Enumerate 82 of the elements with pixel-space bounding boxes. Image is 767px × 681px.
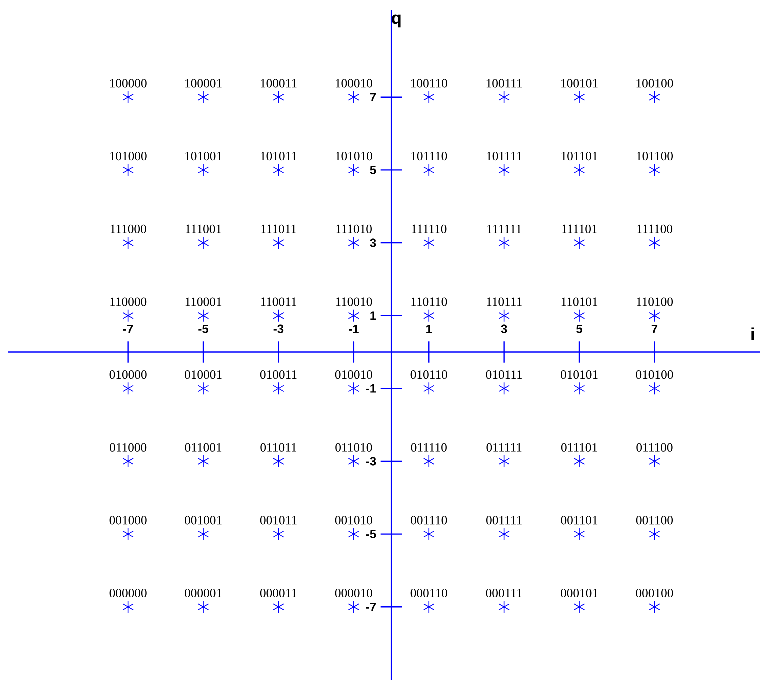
annotation: 011011 bbox=[260, 443, 297, 452]
annotation: 000001 bbox=[185, 589, 222, 598]
annotation: 010100 bbox=[636, 370, 674, 380]
annotation: 110001 bbox=[186, 298, 222, 306]
y-axis-title: q bbox=[392, 14, 401, 28]
annotation: 101010 bbox=[336, 152, 372, 161]
x-axis-title: i bbox=[752, 328, 754, 340]
annotation: 100010 bbox=[336, 79, 372, 88]
annotation: 110100 bbox=[637, 298, 674, 306]
annotation: 111001 bbox=[186, 224, 222, 234]
y-tick-label: -3 bbox=[366, 457, 376, 466]
y-tick-label: 3 bbox=[370, 238, 376, 248]
annotation: 101100 bbox=[637, 152, 674, 161]
annotation: 110111 bbox=[487, 298, 522, 306]
annotation: 001110 bbox=[411, 516, 448, 525]
annotation: 010111 bbox=[486, 370, 522, 380]
x-tick-label: 5 bbox=[576, 324, 583, 334]
annotation: 010110 bbox=[410, 370, 448, 380]
annotation: 011100 bbox=[636, 443, 673, 452]
annotation: 001101 bbox=[561, 516, 598, 525]
annotation: 000110 bbox=[410, 589, 448, 598]
x-tick-label: -7 bbox=[123, 325, 134, 334]
annotation: 111100 bbox=[638, 224, 673, 234]
annotation: 100100 bbox=[636, 79, 674, 88]
y-tick-label: 7 bbox=[370, 93, 376, 102]
annotation: 011111 bbox=[486, 443, 522, 452]
annotation: 001000 bbox=[110, 516, 147, 525]
annotation: 011010 bbox=[336, 443, 372, 452]
annotation: 001100 bbox=[636, 516, 674, 525]
x-tick-label: -5 bbox=[198, 324, 209, 334]
annotation: 101111 bbox=[487, 152, 522, 161]
annotation: 000010 bbox=[335, 589, 372, 598]
annotation: 100000 bbox=[110, 79, 147, 88]
annotation: 111000 bbox=[110, 224, 146, 234]
annotation: 100111 bbox=[486, 79, 522, 88]
annotation: 111101 bbox=[562, 224, 598, 234]
annotation: 010011 bbox=[260, 370, 297, 380]
y-tick-label: -1 bbox=[366, 384, 376, 393]
annotation: 001010 bbox=[335, 516, 372, 525]
annotation: 010000 bbox=[110, 370, 147, 380]
annotation: 110011 bbox=[261, 298, 297, 306]
annotation: 100110 bbox=[411, 79, 448, 88]
y-tick-label: 1 bbox=[370, 312, 376, 320]
annotation: 110000 bbox=[110, 298, 147, 306]
x-tick-label: 7 bbox=[652, 325, 658, 334]
annotation: 101011 bbox=[261, 152, 297, 161]
x-tick-label: 3 bbox=[501, 324, 508, 334]
annotation: 101000 bbox=[110, 152, 147, 161]
annotation: 011001 bbox=[185, 443, 222, 452]
annotation: 011101 bbox=[561, 443, 598, 452]
annotation: 001011 bbox=[260, 516, 297, 525]
annotation: 010101 bbox=[561, 370, 598, 380]
x-tick-label: -3 bbox=[274, 324, 284, 334]
annotation: 010010 bbox=[335, 370, 372, 380]
y-tick-label: -7 bbox=[366, 603, 376, 612]
annotation: 100011 bbox=[261, 79, 297, 88]
annotation: 000011 bbox=[260, 589, 297, 598]
y-tick-label: -5 bbox=[366, 530, 376, 539]
annotation: 001111 bbox=[486, 516, 522, 525]
annotation: 101110 bbox=[412, 152, 448, 161]
annotation: 000000 bbox=[110, 589, 147, 598]
annotation: 000111 bbox=[486, 589, 522, 598]
annotation: 011110 bbox=[411, 443, 447, 452]
annotation: 001001 bbox=[185, 516, 222, 525]
annotation: 111010 bbox=[336, 224, 372, 234]
annotation: 110010 bbox=[336, 298, 372, 306]
annotation: 100101 bbox=[562, 79, 598, 88]
annotation: 000101 bbox=[561, 589, 598, 598]
annotation: 110110 bbox=[412, 298, 448, 306]
annotation: 111011 bbox=[262, 224, 296, 234]
annotation: 000100 bbox=[636, 589, 674, 598]
y-tick-label: 5 bbox=[370, 166, 376, 174]
x-tick-label: 1 bbox=[426, 325, 432, 334]
x-tick-label: -1 bbox=[349, 325, 359, 334]
annotation: 011000 bbox=[110, 443, 147, 452]
annotation: 101101 bbox=[562, 152, 598, 161]
annotation: 010001 bbox=[185, 370, 222, 380]
annotation: 111111 bbox=[488, 225, 522, 234]
annotation: 110101 bbox=[562, 298, 598, 306]
annotation: 100001 bbox=[186, 79, 222, 88]
annotation: 111110 bbox=[412, 224, 447, 234]
annotation: 101001 bbox=[186, 152, 222, 161]
